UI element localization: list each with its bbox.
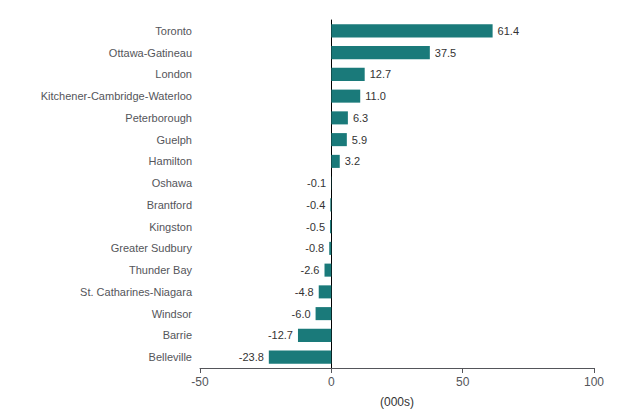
svg-text:Brantford: Brantford (147, 199, 192, 211)
svg-text:-4.8: -4.8 (295, 286, 314, 298)
svg-text:-2.6: -2.6 (301, 264, 320, 276)
svg-text:St. Catharines-Niagara: St. Catharines-Niagara (80, 286, 193, 298)
svg-text:Kitchener-Cambridge-Waterloo: Kitchener-Cambridge-Waterloo (41, 90, 192, 102)
svg-text:-0.4: -0.4 (306, 199, 325, 211)
svg-text:Guelph: Guelph (157, 134, 192, 146)
svg-text:50: 50 (456, 375, 470, 389)
svg-text:-0.8: -0.8 (305, 242, 324, 254)
svg-text:-6.0: -6.0 (292, 308, 311, 320)
svg-text:-23.8: -23.8 (239, 351, 264, 363)
svg-text:Oshawa: Oshawa (152, 177, 193, 189)
svg-text:61.4: 61.4 (498, 25, 519, 37)
svg-text:London: London (155, 68, 192, 80)
svg-text:12.7: 12.7 (370, 68, 391, 80)
svg-text:Kingston: Kingston (149, 221, 192, 233)
svg-text:-0.1: -0.1 (307, 177, 326, 189)
svg-text:Greater Sudbury: Greater Sudbury (111, 242, 193, 254)
svg-text:Ottawa-Gatineau: Ottawa-Gatineau (109, 47, 192, 59)
svg-text:-50: -50 (191, 375, 209, 389)
svg-text:Thunder Bay: Thunder Bay (129, 264, 192, 276)
svg-text:100: 100 (584, 375, 604, 389)
svg-text:Peterborough: Peterborough (125, 112, 192, 124)
svg-text:Hamilton: Hamilton (149, 155, 192, 167)
svg-text:-12.7: -12.7 (268, 329, 293, 341)
svg-text:Windsor: Windsor (152, 308, 193, 320)
svg-text:Toronto: Toronto (155, 25, 192, 37)
svg-text:6.3: 6.3 (353, 112, 368, 124)
svg-text:(000s): (000s) (380, 395, 414, 409)
svg-text:11.0: 11.0 (365, 90, 386, 102)
svg-text:37.5: 37.5 (435, 47, 456, 59)
svg-text:5.9: 5.9 (352, 134, 367, 146)
svg-text:0: 0 (328, 375, 335, 389)
svg-text:Belleville: Belleville (149, 351, 192, 363)
svg-text:-0.5: -0.5 (306, 221, 325, 233)
svg-text:3.2: 3.2 (345, 155, 360, 167)
svg-text:Barrie: Barrie (163, 329, 192, 341)
